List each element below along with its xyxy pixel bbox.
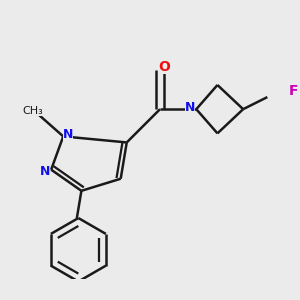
Text: N: N: [63, 128, 73, 141]
Text: F: F: [288, 84, 298, 98]
Text: CH₃: CH₃: [22, 106, 44, 116]
Text: O: O: [159, 60, 170, 74]
Text: N: N: [185, 101, 195, 114]
Text: N: N: [40, 165, 50, 178]
